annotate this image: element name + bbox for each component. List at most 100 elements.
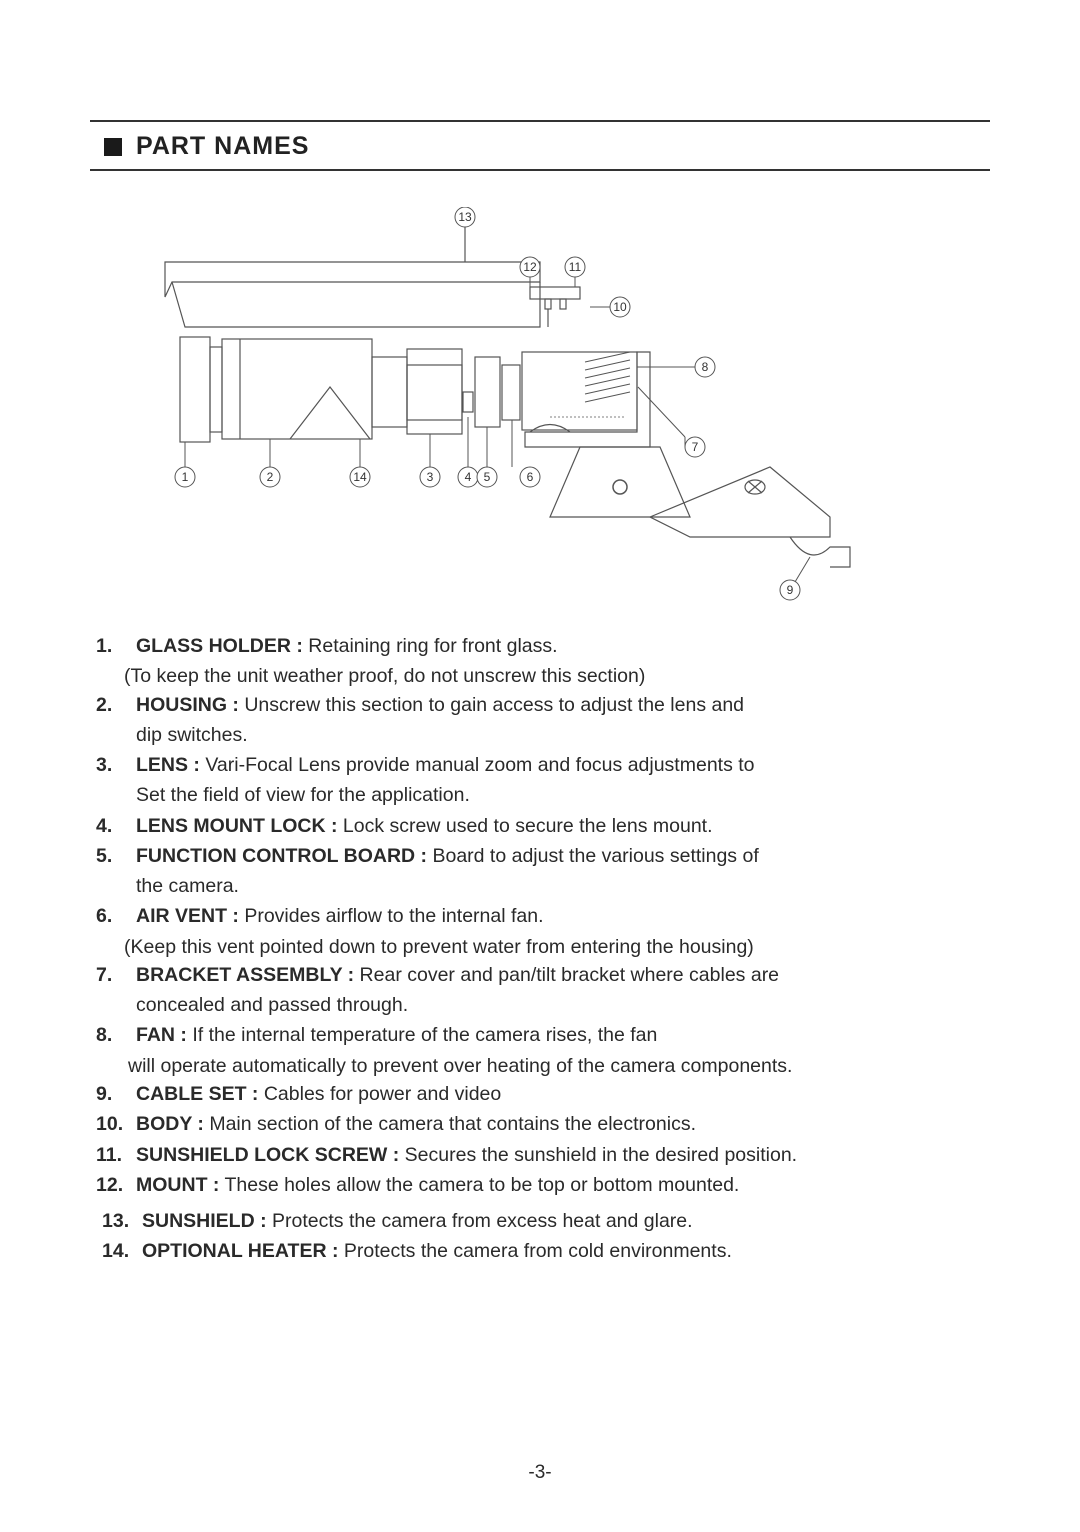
part-cont: will operate automatically to prevent ov…: [94, 1052, 990, 1080]
svg-text:5: 5: [484, 470, 491, 484]
callout-8: 8: [695, 357, 715, 377]
svg-text:11: 11: [569, 260, 582, 274]
part-name: FUNCTION CONTROL BOARD :: [136, 845, 427, 867]
part-item: 5. FUNCTION CONTROL BOARD : Board to adj…: [94, 842, 990, 870]
part-number: 7.: [94, 961, 136, 989]
part-number: 1.: [94, 632, 136, 660]
callout-2: 2: [260, 467, 280, 487]
part-item: 1. GLASS HOLDER : Retaining ring for fro…: [94, 632, 990, 660]
svg-text:1: 1: [182, 470, 189, 484]
part-number: 3.: [94, 751, 136, 779]
part-desc: Main section of the camera that contains…: [204, 1113, 696, 1135]
parts-diagram: 13 12 11 10 8 7: [90, 171, 990, 632]
part-desc: Protects the camera from cold environmen…: [338, 1240, 731, 1262]
part-name: GLASS HOLDER :: [136, 635, 303, 657]
svg-text:6: 6: [527, 470, 534, 484]
part-item: 7. BRACKET ASSEMBLY : Rear cover and pan…: [94, 961, 990, 989]
svg-text:2: 2: [267, 470, 274, 484]
part-desc: Unscrew this section to gain access to a…: [239, 694, 744, 716]
part-item: 14. OPTIONAL HEATER : Protects the camer…: [100, 1237, 990, 1265]
part-desc: Board to adjust the various settings of: [427, 845, 759, 867]
callout-4: 4: [458, 467, 478, 487]
callout-12: 12: [520, 257, 540, 277]
callout-5: 5: [477, 467, 497, 487]
part-cont: concealed and passed through.: [136, 991, 990, 1019]
part-number: 4.: [94, 812, 136, 840]
page-number: -3-: [0, 1462, 1080, 1484]
part-item: 10. BODY : Main section of the camera th…: [94, 1110, 990, 1138]
part-subtext: (To keep the unit weather proof, do not …: [94, 662, 990, 690]
part-name: HOUSING :: [136, 694, 239, 716]
svg-text:13: 13: [458, 210, 472, 224]
part-desc: Vari-Focal Lens provide manual zoom and …: [200, 754, 755, 776]
part-cont: dip switches.: [136, 721, 990, 749]
svg-text:8: 8: [702, 360, 709, 374]
callout-13: 13: [455, 207, 475, 227]
part-name: AIR VENT :: [136, 905, 239, 927]
callout-3: 3: [420, 467, 440, 487]
part-number: 6.: [94, 902, 136, 930]
part-item: 13. SUNSHIELD : Protects the camera from…: [100, 1207, 990, 1235]
part-name: BRACKET ASSEMBLY :: [136, 964, 354, 986]
part-number: 14.: [100, 1237, 142, 1265]
part-number: 8.: [94, 1021, 136, 1049]
part-number: 9.: [94, 1080, 136, 1108]
svg-text:12: 12: [523, 260, 537, 274]
callout-7: 7: [685, 437, 705, 457]
svg-text:9: 9: [787, 583, 794, 597]
header-rule-top: [90, 120, 990, 122]
part-item: 11. SUNSHIELD LOCK SCREW : Secures the s…: [94, 1141, 990, 1169]
part-body: GLASS HOLDER : Retaining ring for front …: [136, 632, 990, 660]
part-desc: Provides airflow to the internal fan.: [239, 905, 544, 927]
part-name: CABLE SET :: [136, 1083, 258, 1105]
part-item: 4. LENS MOUNT LOCK : Lock screw used to …: [94, 812, 990, 840]
svg-text:10: 10: [613, 300, 627, 314]
part-name: FAN :: [136, 1024, 187, 1046]
part-desc: Retaining ring for front glass.: [303, 635, 558, 657]
part-number: 12.: [94, 1171, 136, 1199]
parts-list: 1. GLASS HOLDER : Retaining ring for fro…: [90, 632, 990, 1266]
part-name: OPTIONAL HEATER :: [142, 1240, 338, 1262]
part-desc: Cables for power and video: [258, 1083, 501, 1105]
callout-11: 11: [565, 257, 585, 277]
callout-10: 10: [610, 297, 630, 317]
part-number: 10.: [94, 1110, 136, 1138]
part-item: 8. FAN : If the internal temperature of …: [94, 1021, 990, 1049]
callout-14: 14: [350, 467, 370, 487]
part-name: LENS :: [136, 754, 200, 776]
part-item: 12. MOUNT : These holes allow the camera…: [94, 1171, 990, 1199]
part-item: 9. CABLE SET : Cables for power and vide…: [94, 1080, 990, 1108]
part-name: BODY :: [136, 1113, 204, 1135]
part-desc: Lock screw used to secure the lens mount…: [337, 815, 712, 837]
part-desc: These holes allow the camera to be top o…: [219, 1174, 739, 1196]
camera-diagram-svg: 13 12 11 10 8 7: [130, 207, 900, 607]
svg-text:3: 3: [427, 470, 434, 484]
bullet-square-icon: [104, 138, 122, 156]
callout-6: 6: [520, 467, 540, 487]
part-item: 2. HOUSING : Unscrew this section to gai…: [94, 691, 990, 719]
section-title: PART NAMES: [136, 132, 309, 161]
part-number: 11.: [94, 1141, 136, 1169]
callout-1: 1: [175, 467, 195, 487]
part-desc: Protects the camera from excess heat and…: [267, 1210, 693, 1232]
part-desc: Rear cover and pan/tilt bracket where ca…: [354, 964, 779, 986]
part-name: LENS MOUNT LOCK :: [136, 815, 337, 837]
part-name: MOUNT :: [136, 1174, 219, 1196]
part-desc: If the internal temperature of the camer…: [187, 1024, 657, 1046]
part-name: SUNSHIELD :: [142, 1210, 267, 1232]
part-number: 13.: [100, 1207, 142, 1235]
section-header-row: PART NAMES: [90, 128, 990, 165]
part-number: 5.: [94, 842, 136, 870]
part-desc: Secures the sunshield in the desired pos…: [399, 1144, 797, 1166]
part-cont: the camera.: [136, 872, 990, 900]
part-item: 3. LENS : Vari-Focal Lens provide manual…: [94, 751, 990, 779]
part-cont: Set the field of view for the applicatio…: [136, 781, 990, 809]
part-item: 6. AIR VENT : Provides airflow to the in…: [94, 902, 990, 930]
part-number: 2.: [94, 691, 136, 719]
svg-text:7: 7: [692, 440, 699, 454]
part-name: SUNSHIELD LOCK SCREW :: [136, 1144, 399, 1166]
svg-text:4: 4: [465, 470, 472, 484]
svg-text:14: 14: [353, 470, 367, 484]
callout-9: 9: [780, 580, 800, 600]
part-subtext: (Keep this vent pointed down to prevent …: [94, 933, 990, 961]
